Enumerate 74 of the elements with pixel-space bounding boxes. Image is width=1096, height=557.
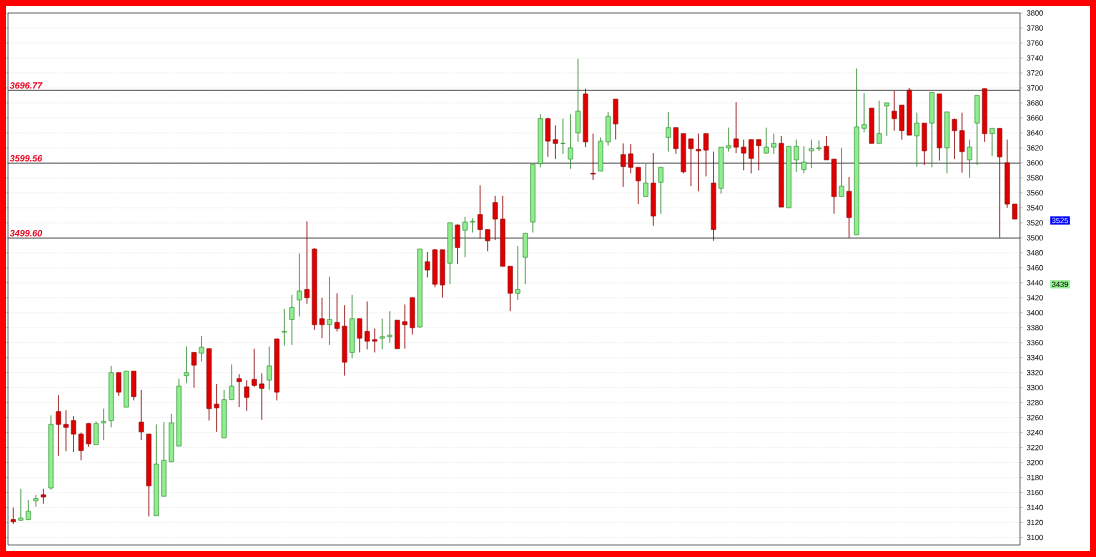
- candlestick: [477, 184, 483, 239]
- candlestick: [387, 310, 393, 344]
- candlestick: [70, 415, 77, 453]
- candlestick: [281, 308, 287, 347]
- candlestick: [884, 102, 890, 137]
- candlestick: [989, 127, 995, 157]
- candlestick: [763, 127, 769, 155]
- ref-line-label: 3599.56: [9, 155, 43, 162]
- candlestick: [229, 364, 235, 401]
- candlestick: [914, 112, 920, 167]
- candlestick: [703, 133, 709, 177]
- ref-line-label: 3499.60: [9, 230, 43, 237]
- candlestick: [259, 373, 265, 421]
- candlestick: [93, 420, 99, 445]
- candlestick: [462, 216, 468, 258]
- candlestick: [801, 145, 807, 174]
- candlestick: [808, 139, 814, 169]
- candlestick: [55, 394, 62, 457]
- candlestick: [191, 352, 197, 389]
- candlestick: [244, 379, 250, 412]
- candlestick: [424, 251, 430, 278]
- ref-line-label: 3696.77: [9, 82, 43, 89]
- candlestick: [771, 133, 777, 155]
- candlestick: [214, 383, 220, 433]
- candlestick: [63, 409, 69, 452]
- candlestick: [40, 488, 46, 505]
- candlestick: [116, 372, 122, 397]
- candlestick: [726, 127, 732, 153]
- candlestick: [266, 346, 272, 391]
- candlestick: [78, 432, 84, 461]
- candlestick: [296, 253, 302, 317]
- candlestick: [183, 346, 190, 384]
- candlestick: [552, 124, 558, 160]
- candlestick: [665, 111, 671, 153]
- candlestick: [33, 494, 39, 508]
- candlestick: [620, 142, 626, 188]
- candlestick: [470, 217, 476, 233]
- candlestick: [756, 139, 762, 171]
- candlestick: [515, 245, 521, 301]
- candlestick: [492, 195, 498, 241]
- candlestick: [334, 292, 340, 332]
- candlestick: [575, 58, 581, 143]
- candlestick: [138, 389, 144, 441]
- candlestick: [10, 507, 16, 525]
- candlestick: [485, 229, 491, 252]
- candlestick: [545, 117, 551, 158]
- candlestick: [326, 276, 333, 346]
- candlestick: [251, 348, 257, 388]
- candlestick: [876, 100, 882, 144]
- candlestick: [454, 223, 461, 265]
- candlestick: [951, 118, 958, 160]
- candlestick: [289, 294, 295, 346]
- candlestick: [816, 139, 822, 152]
- candlestick: [236, 373, 242, 408]
- candlestick: [838, 147, 845, 197]
- candlestick: [673, 127, 679, 155]
- candlestick: [304, 220, 310, 305]
- candlestick: [522, 232, 528, 285]
- candlestick: [688, 138, 694, 187]
- candlestick: [567, 113, 574, 170]
- candlestick: [823, 135, 830, 161]
- candlestick: [198, 335, 205, 362]
- candlestick: [379, 318, 385, 350]
- candlestick: [319, 297, 325, 339]
- candlestick: [959, 112, 965, 173]
- candlestick: [590, 133, 596, 181]
- candlestick: [695, 133, 702, 192]
- candlestick: [733, 101, 739, 154]
- candlestick: [966, 139, 973, 179]
- candlestick: [658, 166, 664, 215]
- candlestick: [643, 163, 649, 197]
- candlestick: [891, 90, 897, 132]
- candlestick: [372, 328, 378, 353]
- candlestick: [101, 408, 107, 441]
